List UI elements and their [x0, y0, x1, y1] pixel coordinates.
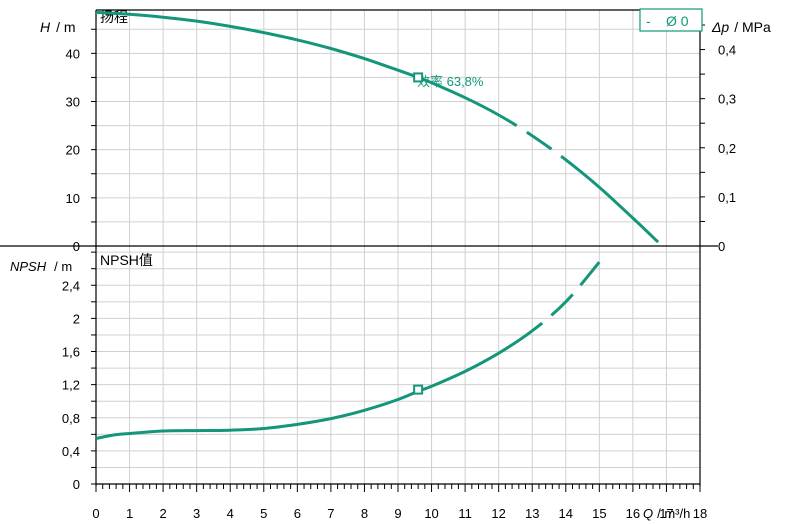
flow-tick-label: 8 [361, 506, 368, 521]
head-tick-label: 10 [66, 191, 80, 206]
head-axis-label: H / m [40, 19, 76, 35]
head-curve [95, 10, 660, 244]
axes [0, 9, 718, 492]
pressure-tick-label: 0 [718, 239, 725, 254]
npsh-tick-label: 2,4 [62, 278, 80, 293]
legend-dash: - [646, 13, 651, 29]
npsh-tick-label: 0,4 [62, 444, 80, 459]
npsh-axis-label: NPSH / m [10, 259, 72, 274]
head-tick-label: 20 [66, 143, 80, 158]
flow-tick-label: 18 [693, 506, 707, 521]
head-axis-symbol: H [40, 19, 51, 35]
flow-tick-label: 16 [626, 506, 640, 521]
flow-tick-label: 0 [92, 506, 99, 521]
head-tick-label: 40 [66, 46, 80, 61]
npsh-axis-symbol: NPSH [10, 259, 47, 274]
pressure-tick-label: 0,3 [718, 92, 736, 107]
flow-tick-label: 10 [424, 506, 438, 521]
flow-tick-label: 6 [294, 506, 301, 521]
pressure-tick-label: 0,1 [718, 190, 736, 205]
npsh-operating-point [413, 384, 424, 395]
head-tick-label: 0 [73, 239, 80, 254]
flow-tick-label: 13 [525, 506, 539, 521]
flow-axis-label: Q / m³/h [643, 506, 690, 521]
flow-tick-label: 1 [126, 506, 133, 521]
legend-box [639, 8, 703, 32]
npsh-axis-unit: / m [54, 259, 72, 274]
flow-axis-symbol: Q [643, 506, 653, 521]
flow-tick-label: 7 [327, 506, 334, 521]
flow-tick-label: 17 [659, 506, 673, 521]
flow-tick-label: 2 [159, 506, 166, 521]
npsh-panel-title: NPSH值 [100, 252, 153, 268]
legend: - Ø 0 [639, 8, 703, 32]
pressure-axis-unit: / MPa [734, 19, 771, 35]
pressure-tick-label: 0,4 [718, 43, 736, 58]
npsh-tick-label: 1,6 [62, 345, 80, 360]
legend-label: Ø 0 [666, 13, 689, 29]
flow-tick-label: 12 [491, 506, 505, 521]
flow-tick-label: 4 [227, 506, 234, 521]
head-axis-unit: / m [56, 19, 75, 35]
flow-tick-label: 11 [458, 506, 472, 521]
flow-axis-unit: / m³/h [657, 506, 690, 521]
flow-tick-label: 5 [260, 506, 267, 521]
npsh-curve [95, 261, 601, 440]
pressure-axis-symbol: Δp [711, 19, 729, 35]
grid [95, 10, 701, 484]
pressure-axis-label: Δp / MPa [711, 19, 771, 35]
tick-labels: 0 1 2 3 4 5 6 7 8 9 10 11 12 13 14 15 16 17 1801020304000,… [62, 43, 736, 521]
npsh-tick-label: 2 [73, 311, 80, 326]
flow-tick-label: 3 [193, 506, 200, 521]
head-tick-label: 30 [66, 95, 80, 110]
pressure-tick-label: 0,2 [718, 141, 736, 156]
series [95, 10, 660, 440]
flow-tick-label: 9 [394, 506, 401, 521]
npsh-tick-label: 1,2 [62, 378, 80, 393]
flow-tick-label: 14 [559, 506, 573, 521]
axis-labels: 扬程 NPSH值 H / m Δp / MPa NPSH / m Q / m³/h - … [10, 8, 771, 521]
npsh-tick-label: 0,8 [62, 411, 80, 426]
flow-tick-label: 15 [592, 506, 606, 521]
head-operating-point [413, 72, 424, 83]
npsh-tick-label: 0 [73, 477, 80, 492]
